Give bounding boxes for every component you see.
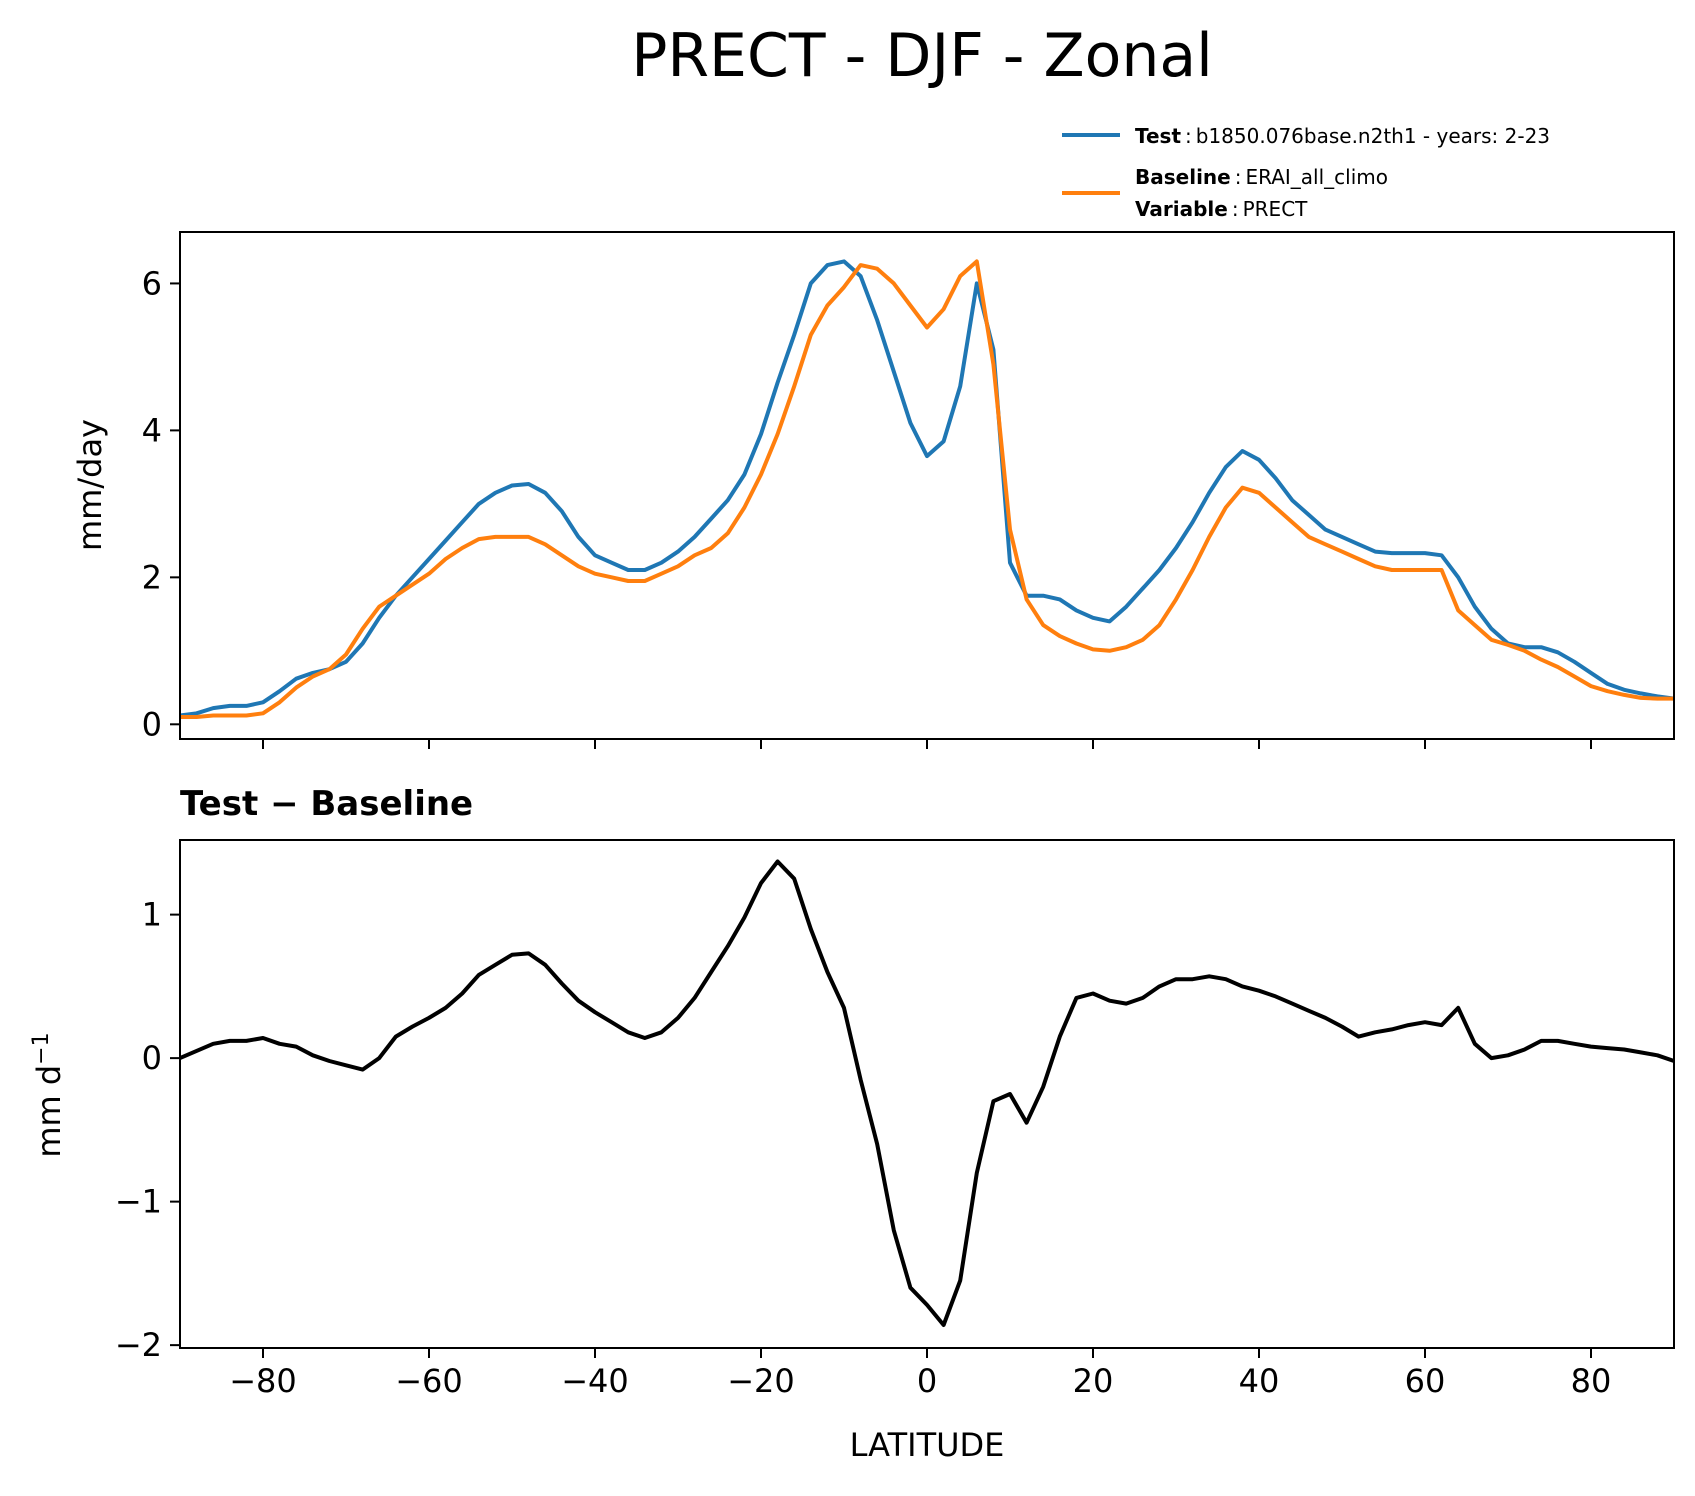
- top-y-ticks: 0 2 4 6: [142, 264, 180, 743]
- legend-variable-entry: Variable: PRECT: [1135, 197, 1308, 221]
- legend-baseline-text: ERAI_all_climo: [1245, 165, 1388, 189]
- x-tick-label: 0: [917, 1362, 937, 1400]
- bottom-x-ticks: −80 −60 −40 −20 0 20 40 60 80: [229, 1348, 1611, 1400]
- bottom-y-axis-label-exponent: −1: [29, 1032, 54, 1064]
- legend-test-name: Test: [1135, 124, 1181, 148]
- top-y-tick-label: 6: [142, 264, 162, 302]
- bottom-y-tick-label: 0: [142, 1039, 162, 1077]
- bottom-y-axis-label-base: mm d: [30, 1065, 68, 1158]
- top-y-tick-label: 2: [142, 558, 162, 596]
- bottom-series-group: [179, 859, 1675, 1327]
- top-series-test-line: [179, 259, 1675, 718]
- top-y-axis-label: mm/day: [71, 419, 109, 551]
- legend-test-entry: Test: b1850.076base.n2th1 - years: 2-23: [1135, 124, 1550, 148]
- legend-variable-sep: :: [1232, 197, 1239, 221]
- legend-baseline-name: Baseline: [1135, 165, 1231, 189]
- top-y-tick-label: 4: [142, 411, 162, 449]
- x-tick-label: 40: [1239, 1362, 1280, 1400]
- top-y-tick-label: 0: [142, 705, 162, 743]
- top-x-ticks: [262, 739, 1592, 749]
- bottom-y-tick-label: 1: [142, 896, 162, 934]
- legend-variable-name: Variable: [1135, 197, 1228, 221]
- legend-test-sep: :: [1185, 124, 1192, 148]
- figure-title: PRECT - DJF - Zonal: [631, 21, 1213, 91]
- top-panel: 0 2 4 6 mm/day: [71, 231, 1675, 749]
- bottom-y-tick-label: −2: [115, 1326, 162, 1364]
- difference-panel-title: Test − Baseline: [180, 784, 473, 824]
- legend-baseline-sep: :: [1235, 165, 1242, 189]
- x-tick-label: −40: [561, 1362, 629, 1400]
- legend: Test: b1850.076base.n2th1 - years: 2-23 B…: [1062, 124, 1550, 221]
- x-axis-label: LATITUDE: [850, 1426, 1005, 1464]
- legend-baseline-entry: Baseline: ERAI_all_climo: [1135, 165, 1388, 189]
- x-tick-label: 60: [1405, 1362, 1446, 1400]
- legend-test-text: b1850.076base.n2th1 - years: 2-23: [1196, 124, 1550, 148]
- x-tick-label: 20: [1073, 1362, 1114, 1400]
- bottom-series-difference-line: [179, 859, 1675, 1327]
- bottom-y-ticks: −2 −1 0 1: [115, 896, 180, 1364]
- x-tick-label: 80: [1571, 1362, 1612, 1400]
- legend-variable-text: PRECT: [1243, 197, 1309, 221]
- x-tick-label: −20: [727, 1362, 795, 1400]
- x-tick-label: −80: [229, 1362, 297, 1400]
- x-tick-label: −60: [395, 1362, 463, 1400]
- bottom-y-tick-label: −1: [115, 1183, 162, 1221]
- top-series-baseline-line: [180, 259, 1674, 719]
- bottom-y-axis-label: mm d−1: [29, 1032, 69, 1157]
- top-series-group: [179, 259, 1675, 719]
- bottom-panel: Test − Baseline −80 −60 −40 −20 0 20 40 60 80 −2…: [29, 784, 1675, 1464]
